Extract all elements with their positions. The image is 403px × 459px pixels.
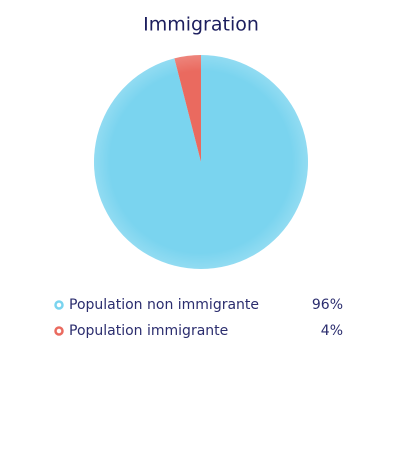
legend-label: Population immigrante — [69, 323, 228, 339]
legend-marker — [54, 326, 64, 336]
pie-shade — [94, 55, 308, 269]
legend-label: Population non immigrante — [69, 297, 259, 313]
legend-value: 4% — [321, 323, 343, 339]
legend: Population non immigrante 96% Population i… — [54, 297, 343, 339]
pie — [94, 55, 308, 269]
legend-marker — [54, 300, 64, 310]
chart-title: Immigration — [143, 14, 259, 36]
legend-value: 96% — [312, 297, 343, 313]
